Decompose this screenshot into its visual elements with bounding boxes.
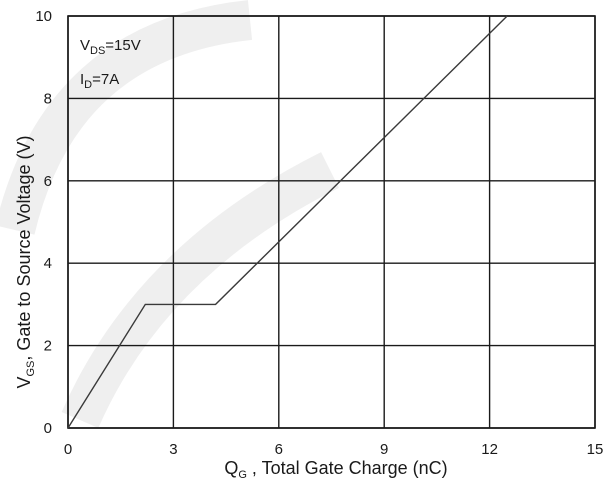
y-tick-label: 6 <box>44 173 52 190</box>
y-tick-labels: 0 2 4 6 8 10 <box>35 8 52 437</box>
watermark <box>0 0 339 429</box>
watermark-arc-2 <box>61 152 339 429</box>
watermark-arc <box>0 0 253 235</box>
y-tick-label: 8 <box>44 90 52 107</box>
x-tick-label: 15 <box>587 441 604 458</box>
grid <box>67 15 596 429</box>
plot-frame <box>67 15 596 429</box>
x-tick-labels: 0 3 6 9 12 15 <box>64 441 604 458</box>
annotation-id: ID=7A <box>80 71 119 91</box>
y-axis-title: VGS, Gate to Source Voltage (V) <box>14 135 37 388</box>
series-line <box>67 15 508 429</box>
y-tick-label: 4 <box>44 255 52 272</box>
x-tick-label: 12 <box>481 441 498 458</box>
x-tick-label: 3 <box>169 441 177 458</box>
x-tick-label: 0 <box>64 441 72 458</box>
x-axis-title: QG , Total Gate Charge (nC) <box>224 458 447 481</box>
y-tick-label: 2 <box>44 338 52 355</box>
y-tick-label: 10 <box>35 8 52 25</box>
series-layer <box>67 15 508 429</box>
annotation-vds: VDS=15V <box>80 37 141 57</box>
x-tick-label: 6 <box>275 441 283 458</box>
y-tick-label: 0 <box>44 420 52 437</box>
x-tick-label: 9 <box>380 441 388 458</box>
